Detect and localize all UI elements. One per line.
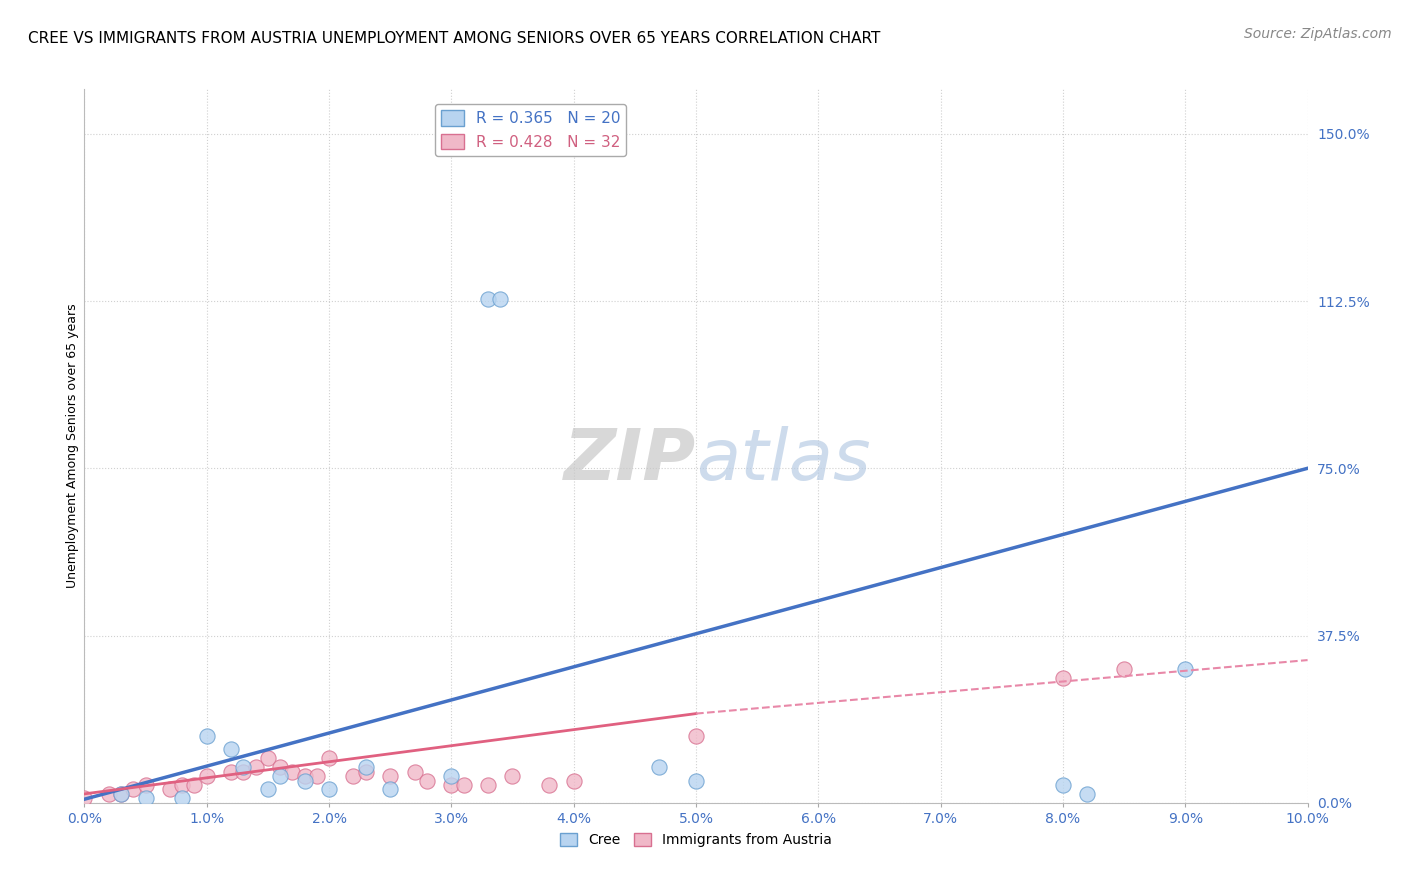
Text: CREE VS IMMIGRANTS FROM AUSTRIA UNEMPLOYMENT AMONG SENIORS OVER 65 YEARS CORRELA: CREE VS IMMIGRANTS FROM AUSTRIA UNEMPLOY… <box>28 31 880 46</box>
Point <box>172 791 194 805</box>
Point <box>354 764 377 779</box>
Point <box>685 729 707 743</box>
Point <box>502 769 524 783</box>
Point <box>269 760 291 774</box>
Point <box>122 782 145 797</box>
Point <box>269 769 291 783</box>
Point <box>232 764 254 779</box>
Point <box>477 778 499 792</box>
Point <box>135 778 157 792</box>
Point <box>257 782 280 797</box>
Point <box>110 787 132 801</box>
Point <box>172 778 194 792</box>
Point <box>1052 778 1074 792</box>
Point <box>97 787 120 801</box>
Point <box>416 773 439 788</box>
Point <box>195 729 218 743</box>
Y-axis label: Unemployment Among Seniors over 65 years: Unemployment Among Seniors over 65 years <box>66 303 79 589</box>
Point <box>440 778 463 792</box>
Point <box>195 769 218 783</box>
Point <box>110 787 132 801</box>
Point <box>538 778 561 792</box>
Point <box>685 773 707 788</box>
Text: atlas: atlas <box>696 425 870 495</box>
Point <box>281 764 304 779</box>
Point <box>1114 662 1136 676</box>
Point <box>380 769 402 783</box>
Point <box>404 764 426 779</box>
Point <box>183 778 205 792</box>
Point <box>294 773 316 788</box>
Point <box>380 782 402 797</box>
Point <box>1052 671 1074 685</box>
Point <box>232 760 254 774</box>
Point <box>294 769 316 783</box>
Point <box>305 769 328 783</box>
Point <box>648 760 671 774</box>
Point <box>135 791 157 805</box>
Point <box>219 742 242 756</box>
Point <box>354 760 377 774</box>
Point <box>562 773 585 788</box>
Point <box>73 791 96 805</box>
Point <box>245 760 267 774</box>
Point <box>489 292 512 306</box>
Point <box>1174 662 1197 676</box>
Legend: Cree, Immigrants from Austria: Cree, Immigrants from Austria <box>554 828 838 853</box>
Point <box>318 782 340 797</box>
Point <box>477 292 499 306</box>
Point <box>342 769 364 783</box>
Point <box>159 782 181 797</box>
Point <box>453 778 475 792</box>
Point <box>440 769 463 783</box>
Point <box>257 751 280 765</box>
Text: Source: ZipAtlas.com: Source: ZipAtlas.com <box>1244 27 1392 41</box>
Point <box>219 764 242 779</box>
Text: ZIP: ZIP <box>564 425 696 495</box>
Point <box>1076 787 1098 801</box>
Point <box>318 751 340 765</box>
